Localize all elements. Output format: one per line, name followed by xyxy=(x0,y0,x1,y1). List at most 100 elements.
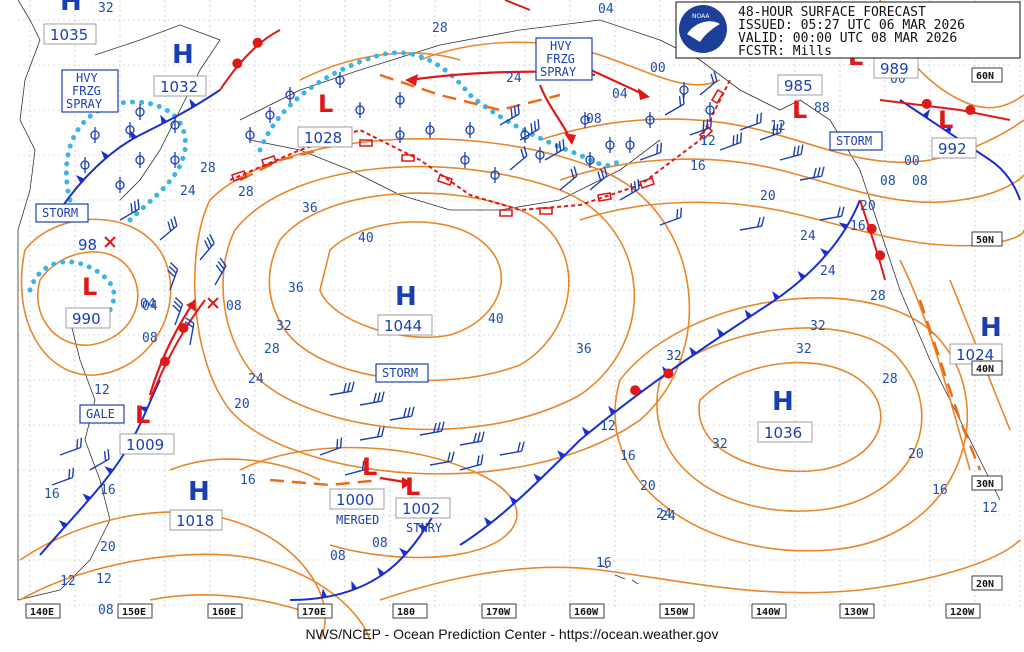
high-center-pressure: 1028 xyxy=(304,129,342,147)
cold-front-triangle xyxy=(945,124,953,134)
cold-front-triangle xyxy=(417,524,427,532)
low-center-label: L xyxy=(362,453,377,481)
isobar-label: 20 xyxy=(100,540,116,555)
freezing-spray-icon xyxy=(170,152,180,168)
freezing-spray-icon xyxy=(425,122,435,138)
isobar-label: 24 xyxy=(506,71,522,86)
freezing-spray-symbols xyxy=(80,72,715,193)
isobar-label: 12 xyxy=(600,419,616,434)
high-center-pressure: 1024 xyxy=(956,346,994,364)
freezing-spray-icon xyxy=(625,137,635,153)
wind-barb xyxy=(214,257,227,286)
longitude-label-box xyxy=(659,603,695,619)
warning-text: MERGED xyxy=(336,513,379,527)
freezing-spray-icon xyxy=(135,152,145,168)
isobar xyxy=(698,361,882,473)
low-center-pressure: 990 xyxy=(72,310,101,328)
high-center-label: H xyxy=(772,387,794,417)
isobar-label: 12 xyxy=(700,134,716,149)
isobar-label: 32 xyxy=(666,349,682,364)
freezing-spray-areas xyxy=(27,50,623,313)
point-label: 08 xyxy=(226,299,242,314)
isobar xyxy=(193,137,691,475)
warning-text: STORM xyxy=(836,134,872,148)
high-center-label: H xyxy=(980,313,1002,343)
latitude-label: 60N xyxy=(976,71,994,82)
wind-barb xyxy=(419,421,445,436)
forecast-position-markers xyxy=(104,236,219,309)
isobar-label: 16 xyxy=(44,487,60,502)
isobar-label: 08 xyxy=(586,112,602,127)
wind-barb xyxy=(544,139,565,161)
pressure-box xyxy=(377,314,433,336)
isobar-label: 08 xyxy=(880,174,896,189)
footer-credit: NWS/NCEP - Ocean Prediction Center - htt… xyxy=(305,626,719,642)
isobar-label: 12 xyxy=(770,119,786,134)
ice-edge-marker xyxy=(539,207,553,215)
pressure-box xyxy=(169,509,223,531)
cold-front-triangle xyxy=(58,520,68,529)
isobar-label: 08 xyxy=(142,331,158,346)
longitude-label: 150E xyxy=(122,607,146,618)
front-symbols xyxy=(58,37,976,598)
warning-text: SPRAY xyxy=(66,97,103,111)
x-marker xyxy=(104,236,116,248)
isobar-label: 24 xyxy=(820,264,836,279)
latitude-label: 40N xyxy=(976,364,994,375)
cold-front-triangle xyxy=(321,588,328,598)
warm-front-semicircle xyxy=(232,58,243,69)
warm-front xyxy=(859,199,886,281)
isobar-label: 20 xyxy=(908,447,924,462)
high-center-pressure: 1044 xyxy=(384,317,422,335)
warning-text: STNRY xyxy=(406,521,443,535)
ice-edge-marker xyxy=(436,173,454,187)
isobar-label: 16 xyxy=(620,449,636,464)
low-center-pressure: 985 xyxy=(784,77,813,95)
track-arrow xyxy=(148,299,196,396)
ice-edge-marker xyxy=(359,139,373,147)
longitude-label-box xyxy=(297,603,333,619)
pressure-box xyxy=(777,74,823,96)
longitude-label-box xyxy=(117,603,153,619)
longitude-label: 160W xyxy=(574,607,599,618)
isobar-label: 12 xyxy=(96,572,112,587)
cold-front-triangle xyxy=(509,495,518,505)
high-center-pressure: 1036 xyxy=(764,424,802,442)
wind-barb xyxy=(664,94,685,116)
wind-barb xyxy=(639,142,663,161)
cold-front-triangle xyxy=(129,130,137,140)
wind-barb xyxy=(589,166,608,191)
freezing-spray-icon xyxy=(335,72,345,88)
warm-front xyxy=(879,99,1011,121)
wind-barb xyxy=(319,437,343,456)
noaa-bird-icon xyxy=(687,21,720,42)
isobar xyxy=(149,594,301,611)
high-center-label: H xyxy=(60,0,82,17)
isobar-label: 16 xyxy=(690,159,706,174)
longitude-label: 160E xyxy=(212,607,236,618)
high-center-pressure: 1032 xyxy=(160,78,198,96)
longitude-label: 140W xyxy=(756,607,781,618)
arrow-heads xyxy=(186,74,650,489)
warm-front-semicircle xyxy=(921,98,932,109)
low-center-label: L xyxy=(405,473,420,501)
low-center-pressure: 992 xyxy=(938,140,967,158)
forecaster: FCSTR: Mills xyxy=(738,44,832,59)
wind-barb xyxy=(359,391,385,406)
warm-front xyxy=(149,299,206,401)
cold-front-triangle xyxy=(377,567,385,577)
kamchatka-coast xyxy=(94,24,221,201)
freezing-spray-icon xyxy=(285,87,295,103)
arrow-head xyxy=(405,74,418,86)
low-center-pressure: 989 xyxy=(880,60,909,78)
cold-front-triangle xyxy=(838,222,848,230)
arrow-head xyxy=(402,477,412,489)
pressure-box xyxy=(65,307,111,329)
wind-barb xyxy=(159,216,178,241)
freezing-spray-icon xyxy=(395,127,405,143)
wind-barb xyxy=(199,233,215,261)
cold-front-triangle xyxy=(689,346,697,356)
longitude-label: 120W xyxy=(950,607,975,618)
track-arrow xyxy=(379,476,406,484)
cold-front-triangle xyxy=(104,466,114,475)
